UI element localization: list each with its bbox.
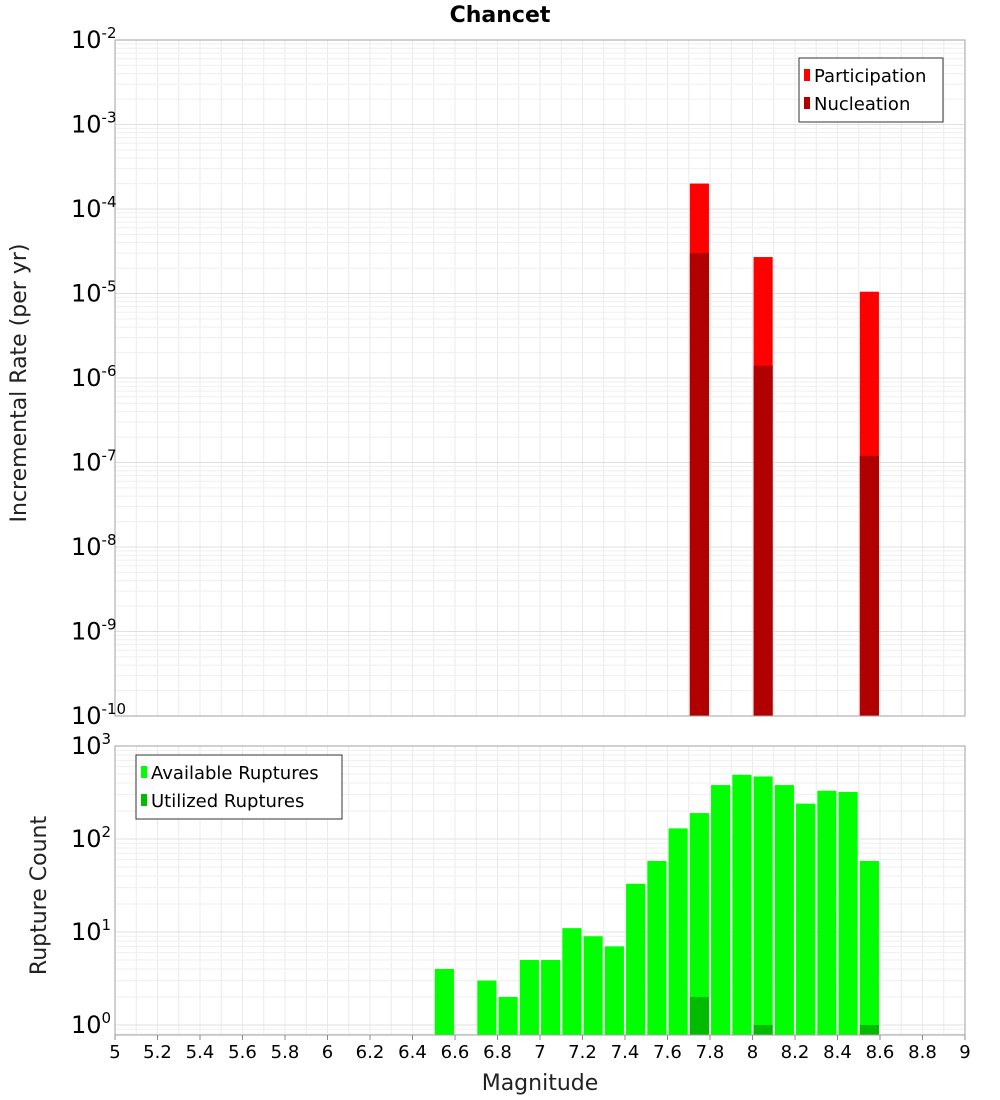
rate-legend: Participation Nucleation xyxy=(798,57,944,123)
x-axis-ticks: 5 5.2 5.4 5.6 5.8 6 6.2 6.4 6.6 6.8 7 7.2 7.4 7.6 7.8 8… xyxy=(109,1035,971,1063)
y-tick-label: 10-8 xyxy=(71,531,117,561)
bar-available-ruptures xyxy=(541,959,561,1035)
rate-panel-frame xyxy=(114,39,966,717)
x-tick-label: 6.2 xyxy=(356,1042,385,1063)
x-tick-label: 8.2 xyxy=(781,1042,810,1063)
x-tick-label: 9 xyxy=(959,1042,970,1063)
y-tick-label: 10-3 xyxy=(71,109,117,139)
bar-available-ruptures xyxy=(689,813,709,1035)
legend-label: Utilized Ruptures xyxy=(151,791,304,812)
x-tick-label: 6.4 xyxy=(398,1042,427,1063)
bar-available-ruptures xyxy=(604,946,624,1035)
y-tick-label: 10-4 xyxy=(71,193,117,223)
bar-overlay-utilized-ruptures xyxy=(859,1024,879,1035)
bar-available-ruptures xyxy=(732,774,752,1035)
count-y-axis-label: Rupture Count xyxy=(27,816,52,976)
legend-label: Nucleation xyxy=(814,94,910,115)
bar-overlay-utilized-ruptures xyxy=(753,1024,773,1035)
rate-panel-grid xyxy=(114,40,966,717)
bar-available-ruptures xyxy=(753,776,773,1035)
bar-available-ruptures xyxy=(434,968,454,1035)
x-axis-label: Magnitude xyxy=(482,1071,599,1096)
legend-swatch xyxy=(141,794,147,806)
bar-available-ruptures xyxy=(838,792,858,1035)
count-panel-y-ticks: 100 101 102 103 xyxy=(71,730,111,1039)
bar-overlay-nucleation xyxy=(753,365,773,716)
count-legend: Available Ruptures Utilized Ruptures xyxy=(135,754,343,820)
x-tick-label: 6.8 xyxy=(483,1042,512,1063)
bar-available-ruptures xyxy=(562,928,582,1035)
bar-available-ruptures xyxy=(626,883,646,1035)
bar-available-ruptures xyxy=(647,860,667,1035)
x-tick-label: 6 xyxy=(322,1042,333,1063)
bar-available-ruptures xyxy=(817,790,837,1035)
rate-panel: 10-10 10-9 10-8 10-7 10-6 10-5 10-4 10-3 10-2 In… xyxy=(7,24,966,730)
x-tick-label: 5.6 xyxy=(228,1042,257,1063)
x-tick-label: 5.2 xyxy=(143,1042,172,1063)
legend-label: Available Ruptures xyxy=(151,763,319,784)
x-tick-label: 8.6 xyxy=(866,1042,895,1063)
bar-overlay-nucleation xyxy=(689,253,709,716)
y-tick-label: 102 xyxy=(71,823,111,853)
x-tick-label: 7 xyxy=(534,1042,545,1063)
bar-available-ruptures xyxy=(498,996,518,1035)
bar-available-ruptures xyxy=(477,980,497,1035)
bar-available-ruptures xyxy=(668,828,688,1035)
y-tick-label: 10-2 xyxy=(71,24,117,54)
bar-available-ruptures xyxy=(859,860,879,1035)
count-panel: 100 101 102 103 5 5.2 5.4 5.6 5.8 6 6.2 6.4 6.6 6.8 7… xyxy=(27,730,971,1096)
legend-box xyxy=(798,57,944,123)
rate-panel-y-ticks: 10-10 10-9 10-8 10-7 10-6 10-5 10-4 10-3 10-2 xyxy=(71,24,126,730)
y-tick-label: 103 xyxy=(71,730,111,760)
x-tick-label: 5.8 xyxy=(271,1042,300,1063)
x-tick-label: 5.4 xyxy=(186,1042,215,1063)
x-tick-label: 7.2 xyxy=(568,1042,597,1063)
count-panel-bars xyxy=(434,774,879,1035)
x-tick-label: 7.8 xyxy=(696,1042,725,1063)
y-tick-label: 10-10 xyxy=(71,700,126,730)
bar-overlay-nucleation xyxy=(859,455,879,716)
rate-panel-bars xyxy=(689,183,879,716)
rate-y-axis-label: Incremental Rate (per yr) xyxy=(7,244,32,523)
chart-title: Chancet xyxy=(450,3,551,28)
bar-available-ruptures xyxy=(796,803,816,1035)
legend-box xyxy=(135,754,343,820)
x-tick-label: 6.6 xyxy=(441,1042,470,1063)
legend-label: Participation xyxy=(814,66,926,87)
x-tick-label: 5 xyxy=(109,1042,120,1063)
y-tick-label: 10-6 xyxy=(71,362,117,392)
legend-swatch xyxy=(804,69,810,81)
bar-overlay-utilized-ruptures xyxy=(689,996,709,1035)
legend-swatch xyxy=(141,766,147,778)
legend-swatch xyxy=(804,97,810,109)
y-tick-label: 10-5 xyxy=(71,278,117,308)
y-tick-label: 10-7 xyxy=(71,447,117,477)
bar-available-ruptures xyxy=(711,785,731,1035)
x-tick-label: 7.6 xyxy=(653,1042,682,1063)
x-tick-label: 8 xyxy=(747,1042,758,1063)
y-tick-label: 10-9 xyxy=(71,616,117,646)
bar-available-ruptures xyxy=(519,959,539,1035)
bar-available-ruptures xyxy=(583,936,603,1035)
y-tick-label: 101 xyxy=(71,916,111,946)
y-tick-label: 100 xyxy=(71,1009,111,1039)
x-tick-label: 8.4 xyxy=(823,1042,852,1063)
x-tick-label: 8.8 xyxy=(908,1042,937,1063)
x-tick-label: 7.4 xyxy=(611,1042,640,1063)
bar-available-ruptures xyxy=(774,785,794,1035)
